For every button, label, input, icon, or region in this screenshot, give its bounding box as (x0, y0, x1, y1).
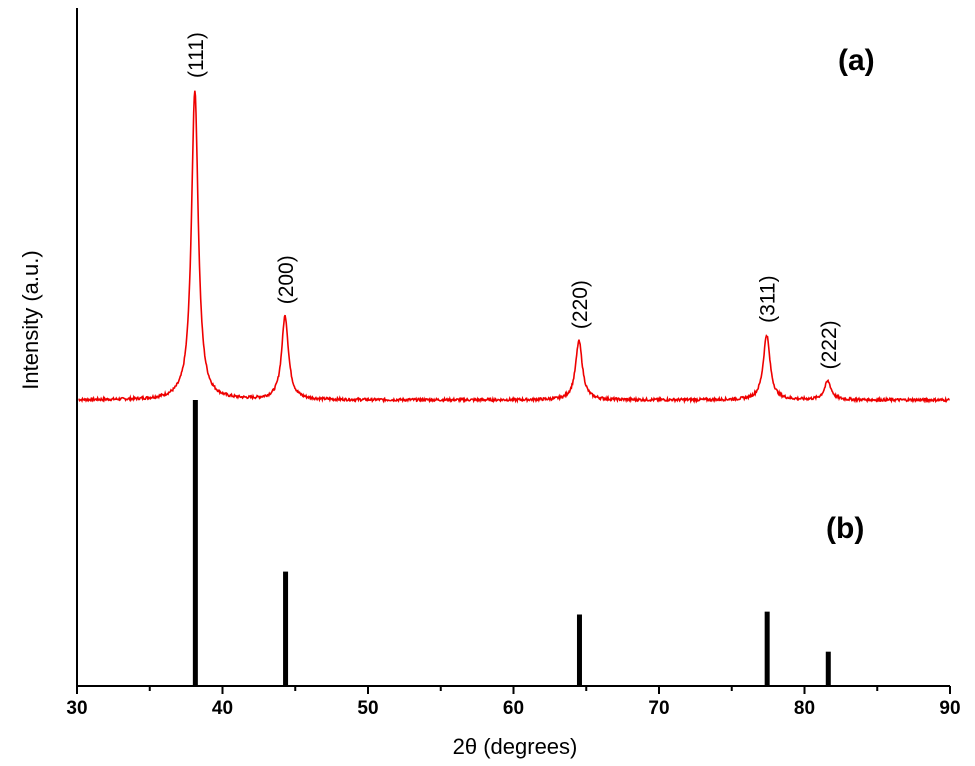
reference-stick (764, 611, 770, 686)
y-axis-title: Intensity (a.u.) (18, 250, 43, 389)
x-tick-label: 60 (503, 698, 524, 719)
reference-stick (825, 651, 831, 686)
x-tick-label: 50 (357, 698, 378, 719)
peak-label: (200) (275, 255, 298, 304)
reference-stick (192, 400, 198, 686)
x-tick-label: 70 (648, 698, 669, 719)
xrd-pattern-line (78, 90, 950, 405)
reference-sticks (192, 400, 831, 686)
x-axis-title: 2θ (degrees) (453, 734, 578, 759)
peak-label: (222) (818, 320, 841, 369)
panel-label-a: (a) (838, 44, 875, 77)
peak-label: (111) (185, 32, 208, 78)
reference-stick (283, 571, 289, 686)
panel-label-b: (b) (826, 512, 864, 545)
reference-stick (576, 614, 582, 686)
peak-labels: (111) (200) (220) (311) (222) (185, 32, 841, 369)
x-tick-label: 30 (66, 698, 87, 719)
x-tick-label: 40 (212, 698, 233, 719)
peak-label: (220) (569, 280, 592, 329)
x-tick-label: 80 (794, 698, 815, 719)
xrd-pattern (78, 90, 950, 405)
x-ticks: 30 40 50 60 70 80 90 (66, 686, 961, 719)
x-tick-label: 90 (939, 698, 960, 719)
peak-label: (311) (757, 275, 780, 322)
